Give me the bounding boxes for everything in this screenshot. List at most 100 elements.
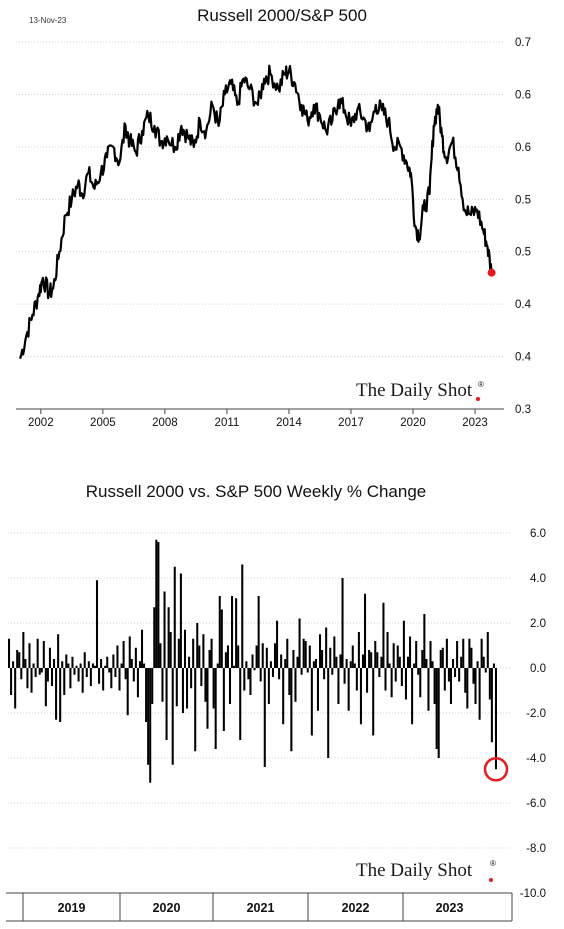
weekly-change-bar — [143, 663, 146, 668]
weekly-change-bar — [288, 668, 291, 695]
weekly-change-bar — [458, 668, 461, 682]
weekly-change-bar — [44, 668, 47, 707]
weekly-change-bar — [319, 634, 322, 668]
weekly-change-bar — [228, 668, 232, 704]
last-bar-highlight-circle — [483, 757, 509, 782]
ratio-y-tick-label: 0.4 — [515, 299, 532, 311]
weekly-change-bar — [323, 668, 326, 680]
weekly-change-bar — [357, 632, 360, 668]
weekly-change-bar — [149, 668, 152, 783]
weekly-change-bar — [255, 645, 258, 668]
ratio-x-tick-label: 2023 — [462, 417, 488, 429]
weekly-change-bar — [98, 668, 101, 684]
year-label: 2022 — [342, 901, 370, 915]
weekly-change-bar — [100, 659, 103, 668]
weekly-change-bar — [341, 578, 344, 668]
weekly-change-bar — [36, 638, 39, 668]
weekly-change-bar — [243, 668, 246, 691]
weekly-change-bar — [296, 656, 299, 668]
weekly-change-bar — [114, 668, 117, 677]
weekly-change-bar — [263, 668, 266, 767]
weekly-change-bar — [282, 668, 285, 725]
weekly-change-bar — [261, 643, 264, 668]
weekly-change-bar — [122, 641, 125, 668]
brand-text-top: The Daily Shot — [356, 380, 473, 401]
weekly-change-bar — [30, 668, 33, 693]
weekly-change-bar — [466, 668, 469, 709]
weekly-change-bar — [10, 668, 13, 695]
weekly-change-bar — [331, 668, 334, 675]
weekly-change-bar — [218, 596, 221, 668]
weekly-change-bar — [46, 668, 49, 682]
weekly-change-bar — [478, 668, 481, 720]
weekly-change-bar — [294, 668, 297, 702]
weekly-change-bar — [89, 668, 92, 686]
weekly-change-bar — [79, 663, 82, 668]
weekly-change-bar — [306, 668, 309, 673]
weekly-change-bar — [456, 641, 459, 668]
weekly-change-bar — [335, 656, 338, 668]
weekly-change-bar — [462, 638, 465, 668]
weekly-change-bar — [382, 602, 385, 668]
weekly-change-y-tick-label: 6.0 — [530, 528, 546, 540]
weekly-change-bar — [130, 659, 133, 668]
weekly-change-bar — [370, 652, 373, 668]
weekly-change-bar — [488, 668, 491, 700]
weekly-change-bar — [480, 638, 483, 668]
weekly-change-bar — [339, 654, 342, 668]
weekly-change-bar — [194, 668, 197, 752]
weekly-change-bar — [304, 641, 307, 668]
weekly-change-chart-title: Russell 2000 vs. S&P 500 Weekly % Change — [86, 482, 427, 501]
weekly-change-bar — [20, 668, 23, 680]
weekly-change-bar — [140, 629, 144, 668]
weekly-change-year-labels: 2019 2020 2021 2022 2023 — [22, 893, 513, 921]
weekly-change-bar — [206, 668, 209, 729]
weekly-change-bar — [57, 634, 60, 668]
weekly-change-y-tick-label: -4.0 — [526, 753, 546, 765]
weekly-change-bar — [251, 654, 254, 668]
brand-logo-bottom: The Daily Shot ® — [356, 859, 496, 882]
weekly-change-bar — [445, 638, 448, 668]
weekly-change-bar — [359, 668, 362, 725]
weekly-change-bar — [316, 668, 319, 711]
year-label: 2023 — [436, 901, 464, 915]
weekly-change-bar — [16, 650, 19, 668]
weekly-change-bar — [220, 609, 223, 668]
weekly-change-bar — [106, 656, 109, 668]
weekly-change-bar — [257, 596, 260, 668]
weekly-change-bar — [431, 661, 434, 668]
ratio-y-tick-label: 0.7 — [515, 37, 531, 49]
weekly-change-bar — [204, 668, 207, 702]
weekly-change-bar — [247, 668, 250, 680]
weekly-change-bar — [460, 656, 463, 668]
ratio-y-tick-label: 0.5 — [515, 194, 531, 206]
weekly-change-bar — [343, 668, 346, 684]
ratio-x-tick-label: 2008 — [152, 417, 178, 429]
weekly-change-bar — [226, 645, 229, 668]
weekly-change-bar — [451, 659, 455, 668]
weekly-change-bar — [253, 668, 256, 671]
weekly-change-y-tick-label: -2.0 — [526, 708, 546, 720]
weekly-change-bar — [421, 650, 424, 668]
weekly-change-bar — [69, 668, 72, 689]
weekly-change-bar — [42, 641, 45, 668]
weekly-change-bar — [300, 668, 303, 675]
weekly-change-bar — [210, 638, 213, 668]
weekly-change-bar — [91, 663, 94, 668]
weekly-change-bar — [208, 650, 211, 668]
weekly-change-bar — [53, 659, 56, 668]
weekly-change-bar — [374, 641, 377, 668]
weekly-change-y-tick-label: 4.0 — [530, 573, 546, 585]
weekly-change-bar — [85, 668, 88, 677]
year-label: 2019 — [58, 901, 86, 915]
weekly-change-bar — [165, 668, 168, 740]
weekly-change-bar — [433, 668, 436, 704]
weekly-change-bar — [439, 650, 442, 668]
weekly-change-bar — [472, 668, 475, 684]
weekly-change-bar — [380, 656, 383, 668]
weekly-change-bar — [192, 638, 195, 668]
weekly-change-bar — [476, 661, 479, 668]
weekly-change-bar — [327, 668, 330, 758]
weekly-change-bar — [233, 665, 236, 668]
